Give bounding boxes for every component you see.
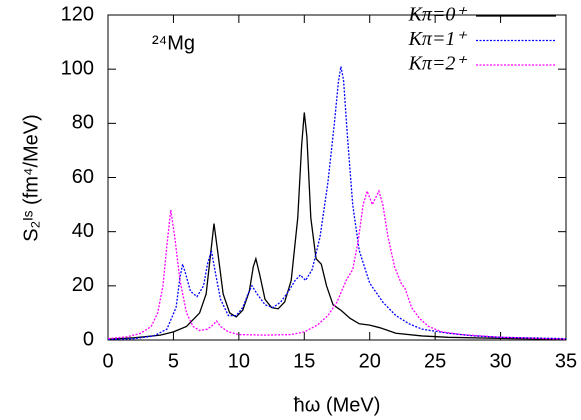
legend-label: Kπ=1⁺ [408,28,468,50]
y-tick-label: 80 [72,112,94,134]
x-axis-label: ħω (MeV) [294,394,381,416]
y-tick-label: 60 [72,166,94,188]
x-tick-label: 25 [424,350,446,372]
y-tick-label: 40 [72,220,94,242]
x-tick-label: 20 [359,350,381,372]
annotation: ²⁴Mg [152,32,195,54]
data-line [107,66,567,341]
legend-label: Kπ=2⁺ [408,53,468,75]
plot-frame [107,14,567,341]
x-tick-label: 35 [555,350,577,372]
x-tick-label: 0 [102,350,113,372]
x-tick-label: 15 [293,350,315,372]
x-tick-label: 10 [228,350,250,372]
data-line [107,112,567,340]
legend-label: Kπ=0⁺ [408,4,468,26]
y-tick-label: 20 [72,274,94,296]
y-tick-label: 100 [61,57,94,79]
y-tick-label: 0 [83,328,94,350]
x-tick-label: 30 [489,350,511,372]
y-axis-label: S₂ᴵˢ (fm⁴/MeV) [20,114,42,242]
data-line [107,189,567,340]
x-tick-label: 5 [168,350,179,372]
y-tick-label: 120 [61,3,94,25]
